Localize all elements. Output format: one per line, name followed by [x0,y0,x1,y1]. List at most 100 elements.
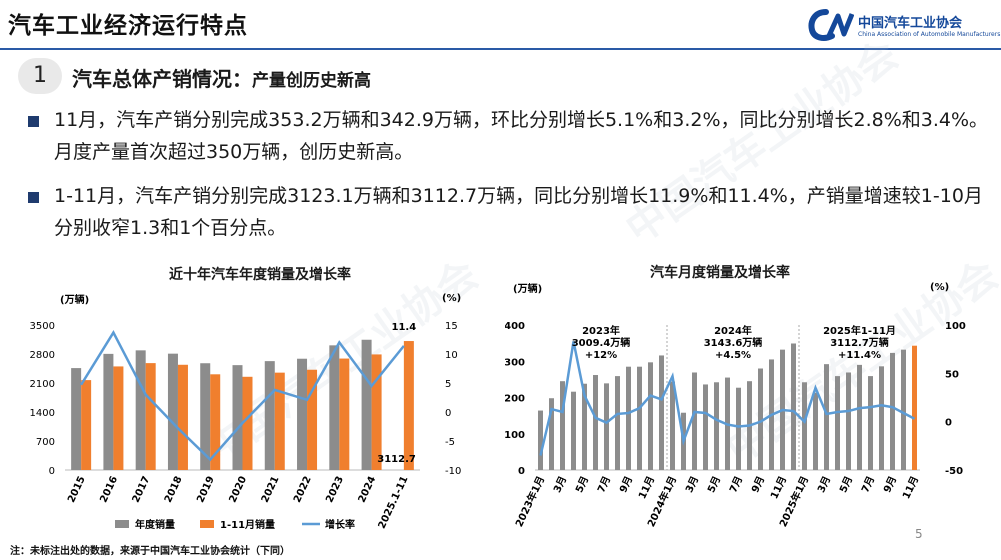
bar-monthly-sales [692,372,697,470]
legend-swatch-annual-sales [115,520,129,528]
bar-jan-nov-sales [371,354,382,470]
bar-annual-sales [167,353,178,470]
x-tick-label: 2023年1月 [512,474,547,529]
y-axis-right-unit: (%) [442,293,461,304]
bar-monthly-sales [879,366,884,470]
chart-title-annual: 近十年汽车年度销量及增长率 [169,267,351,283]
bullet-item: 1-11月，汽车产销分别完成3123.1万辆和3112.7万辆，同比分别增长11… [28,180,983,244]
legend-swatch-jan-nov-sales [200,520,214,528]
legend-label-annual-sales: 年度销量 [135,518,175,531]
bar-monthly-sales [714,382,719,470]
bar-annual-sales [200,363,211,470]
bar-monthly-sales [791,343,796,470]
x-tick-label: 7月 [859,474,877,494]
x-tick-label: 5月 [573,474,591,494]
y-tick-right: 5 [445,379,451,390]
x-tick-label: 11月 [768,474,789,501]
bar-monthly-sales [846,372,851,470]
group-annotation-line: 3112.7万辆 [830,336,889,349]
bar-annual-sales [297,358,308,470]
y-tick-left: 0 [518,466,525,477]
bar-monthly-sales [560,381,565,470]
x-tick-label: 2024 [357,475,379,505]
bullet-square-icon [28,192,39,203]
y-tick-left: 100 [505,430,525,441]
x-tick-label: 2021 [260,475,282,505]
x-tick-label: 2015 [66,475,88,505]
bar-annual-sales [264,361,275,470]
y-tick-left: 1400 [30,408,55,419]
y-tick-right: -50 [945,466,963,477]
section-title-sub: 产量创历史新高 [252,71,371,91]
y-tick-right: -10 [445,466,461,477]
legend-label-jan-nov-sales: 1-11月销量 [220,518,275,531]
x-tick-label: 3月 [815,474,833,494]
bar-annual-sales [232,365,243,470]
group-annotation-line: +12% [585,350,617,361]
bar-jan-nov-sales [177,364,188,470]
bar-monthly-sales [890,352,895,470]
x-tick-label: 3月 [551,474,569,494]
x-tick-label: 2017 [131,475,153,505]
x-tick-label: 9月 [749,474,767,494]
section-title-main: 汽车总体产销情况： [72,67,252,91]
data-label-sales: 3112.7 [377,454,416,465]
annual-sales-chart: (万辆) (%) 0 700 1400 2100 2800 3500 -10 -5 0 5 10 15 20… [30,293,462,531]
y-tick-left: 400 [505,321,525,332]
bar-monthly-sales [813,392,818,470]
bar-monthly-sales [659,355,664,470]
caam-logo-icon [808,9,855,41]
bar-monthly-sales [626,366,631,470]
section-heading: 1 汽车总体产销情况：产量创历史新高 [18,58,538,96]
section-title: 汽车总体产销情况：产量创历史新高 [72,63,371,92]
bar-annual-sales [329,345,340,470]
footnote: 注：未标注出处的数据，来源于中国汽车工业协会统计（下同） [10,546,290,557]
bar-monthly-sales [857,364,862,470]
y-tick-left: 3500 [30,321,55,332]
x-tick-label: 9月 [881,474,899,494]
bar-monthly-sales [549,398,554,470]
bar-annual-sales [135,350,146,470]
bar-monthly-sales [868,376,873,470]
y-axis-left-unit: (万辆) [513,282,542,295]
y-tick-right: 0 [445,408,451,419]
chart-title-monthly: 汽车月度销量及增长率 [650,265,790,281]
bar-monthly-sales [538,410,543,470]
y-tick-left: 0 [49,466,55,477]
y-tick-left: 200 [505,394,525,405]
x-tick-label: 11月 [636,474,657,501]
bar-monthly-sales [615,376,620,470]
x-tick-label: 2025.1-11 [377,475,411,531]
group-annotation-line: 3143.6万辆 [704,336,763,349]
x-tick-label: 5月 [705,474,723,494]
bar-monthly-sales [571,391,576,470]
header-rule [0,48,1001,50]
y-tick-right: 15 [445,321,458,332]
bar-monthly-sales [901,349,906,470]
bar-annual-sales [71,368,82,470]
y-tick-right: 0 [945,418,952,429]
group-annotation-line: 2024年 [714,324,752,337]
bar-jan-nov-sales [307,369,318,470]
y-tick-right: 10 [445,350,458,361]
data-label-growth: 11.4 [392,322,417,333]
group-annotation-line: 3009.4万辆 [572,336,631,349]
y-tick-left: 700 [36,437,55,448]
y-tick-right: -5 [445,437,455,448]
bar-jan-nov-sales [210,374,221,470]
bullet-item: 11月，汽车产销分别完成353.2万辆和342.9万辆，环比分别增长5.1%和3… [28,104,988,168]
x-tick-label: 3月 [683,474,701,494]
bar-monthly-sales [758,368,763,470]
y-tick-left: 2800 [30,350,55,361]
page-number: 5 [915,527,923,541]
bar-annual-sales [103,353,114,470]
bar-jan-nov-sales [339,358,350,470]
group-annotation-line: 2025年1-11月 [823,324,896,337]
bar-jan-nov-sales [81,380,92,470]
bar-monthly-sales [824,364,829,470]
bar-monthly-sales [736,387,741,470]
x-tick-label: 5月 [837,474,855,494]
logo-text-en: China Association of Automobile Manufact… [858,31,1001,38]
x-tick-label: 2023 [324,475,346,505]
